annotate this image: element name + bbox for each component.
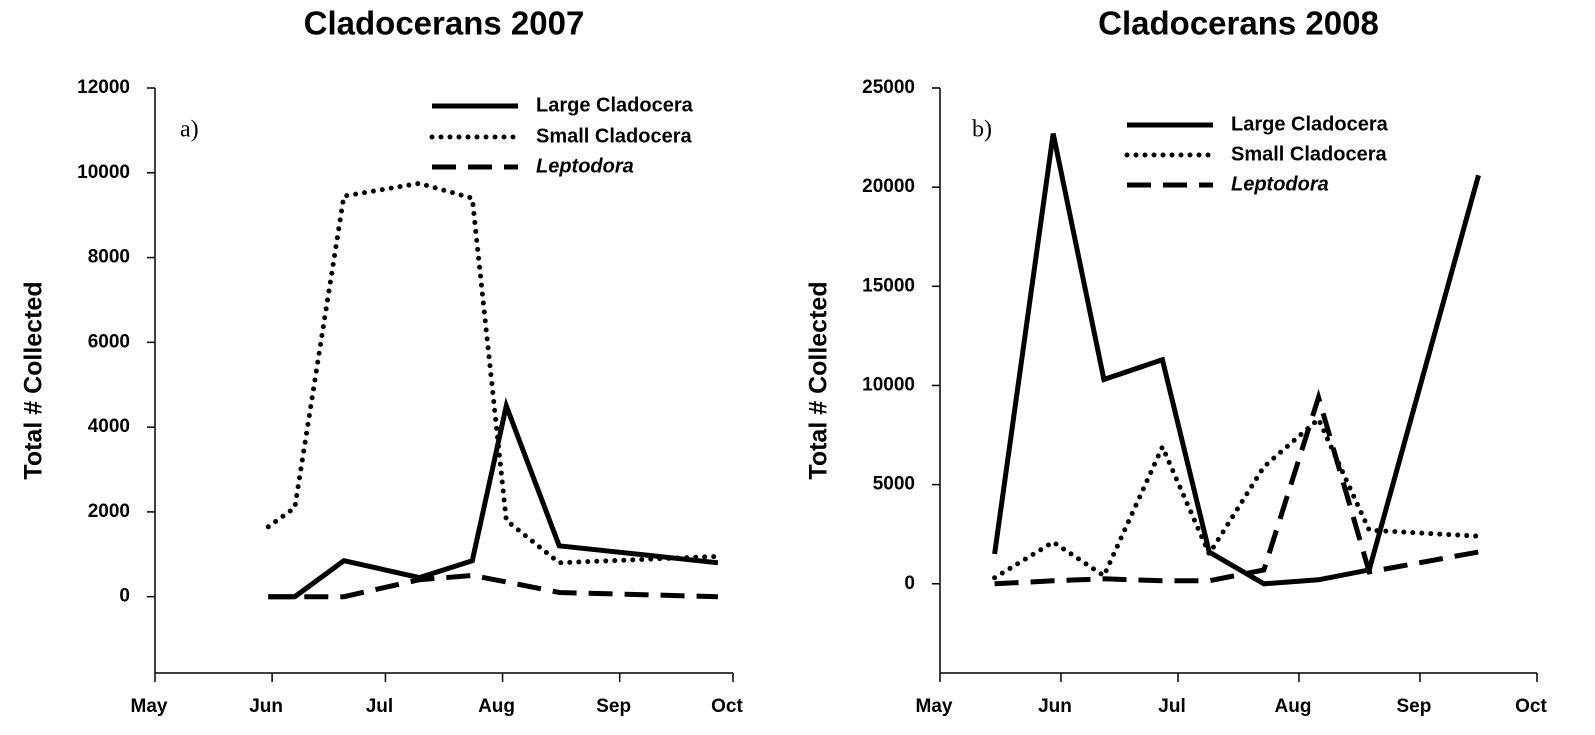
y-axis-label: Total # Collected xyxy=(20,281,48,479)
y-tick-label: 4000 xyxy=(88,416,130,437)
x-tick-label: Sep xyxy=(1397,696,1432,717)
y-tick-label: 12000 xyxy=(77,77,130,98)
panel-label: a) xyxy=(180,117,199,143)
legend-label: Large Cladocera xyxy=(536,94,694,116)
panel: Cladocerans 2008 Total # Collected b) 0 5000… xyxy=(805,5,1548,717)
panel: Cladocerans 2007 Total # Collected a) 0 2000… xyxy=(20,5,744,717)
panel-label: b) xyxy=(972,117,992,143)
x-tick-label: Jul xyxy=(366,696,393,717)
legend-label: Small Cladocera xyxy=(1231,143,1388,165)
data-line xyxy=(265,180,721,566)
y-tick-label: 10000 xyxy=(862,374,915,395)
x-tick-label: Sep xyxy=(596,696,631,717)
x-tick-label: Jun xyxy=(249,696,283,717)
y-tick-label: 2000 xyxy=(88,501,130,522)
data-line xyxy=(992,133,1481,587)
x-tick-label: Aug xyxy=(1275,696,1312,717)
x-tick-label: May xyxy=(131,696,168,717)
x-tick-label: Aug xyxy=(478,696,515,717)
chart-title: Cladocerans 2008 xyxy=(1098,5,1379,42)
x-tick-label: May xyxy=(916,696,953,717)
legend-label: Small Cladocera xyxy=(536,125,693,147)
chart-title: Cladocerans 2007 xyxy=(304,5,585,42)
y-tick-label: 0 xyxy=(904,573,915,594)
y-tick-label: 8000 xyxy=(88,247,130,268)
y-tick-label: 20000 xyxy=(862,176,915,197)
y-tick-label: 15000 xyxy=(862,275,915,296)
data-line xyxy=(992,415,1481,581)
legend-label: Leptodora xyxy=(536,155,634,177)
legend-label: Large Cladocera xyxy=(1231,113,1389,135)
x-tick-label: Jul xyxy=(1158,696,1185,717)
y-tick-label: 0 xyxy=(119,586,130,607)
y-tick-label: 25000 xyxy=(862,77,915,98)
x-tick-label: Oct xyxy=(1515,696,1547,717)
data-line xyxy=(268,397,719,600)
x-tick-label: Jun xyxy=(1038,696,1072,717)
y-tick-label: 6000 xyxy=(88,331,130,352)
y-tick-label: 5000 xyxy=(873,474,915,495)
data-line xyxy=(268,572,718,600)
legend-label: Leptodora xyxy=(1231,173,1329,195)
data-line xyxy=(994,388,1479,587)
y-tick-label: 10000 xyxy=(77,162,130,183)
x-tick-label: Oct xyxy=(711,696,743,717)
y-axis-label: Total # Collected xyxy=(805,281,833,479)
